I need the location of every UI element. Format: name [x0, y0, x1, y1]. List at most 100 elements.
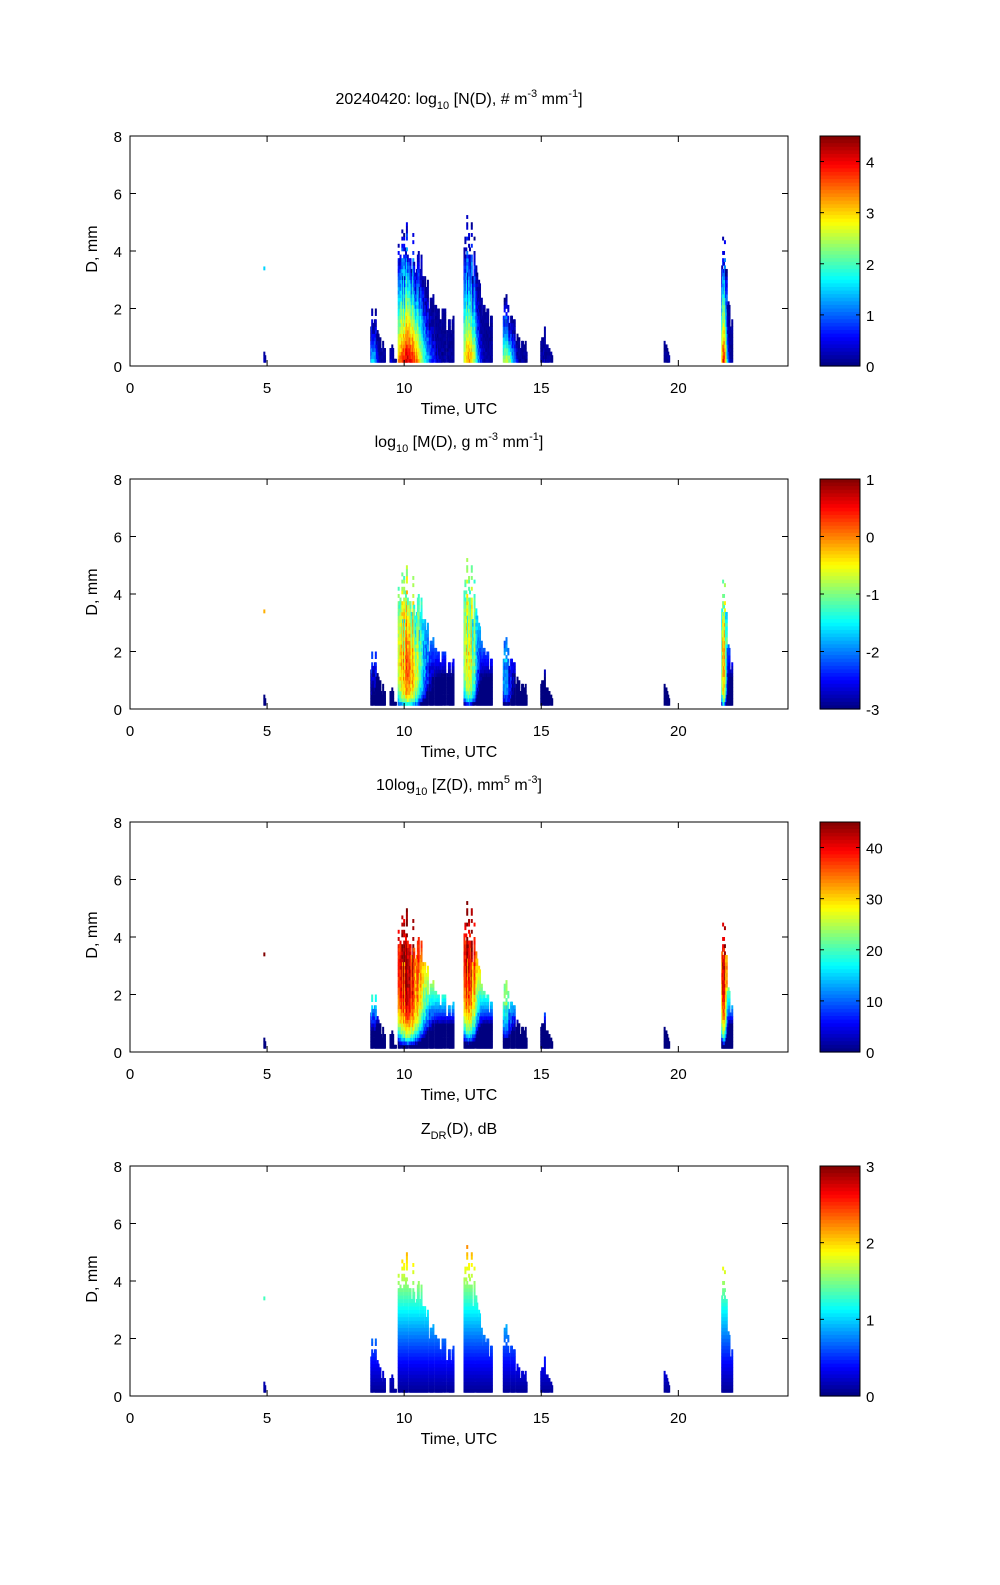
heatmap-cell [406, 301, 409, 306]
heatmap-cell [412, 233, 415, 237]
heatmap-cell [722, 579, 725, 584]
heatmap-cell [430, 644, 433, 649]
heatmap-cell [426, 676, 429, 681]
heatmap-cell [422, 626, 425, 631]
heatmap-cell [470, 608, 473, 613]
x-axis-label: Time, UTC [420, 744, 498, 761]
heatmap-cell [473, 633, 476, 638]
heatmap-cell [524, 691, 527, 695]
heatmap-cell [731, 355, 734, 360]
heatmap-cell [406, 265, 409, 270]
heatmap-cell [541, 683, 544, 688]
heatmap-cell [723, 261, 726, 266]
heatmap-cell [372, 330, 375, 334]
heatmap-cell [466, 568, 469, 573]
heatmap-cell [470, 615, 473, 620]
heatmap-cell [417, 283, 420, 288]
heatmap-cell [441, 665, 444, 670]
heatmap-cell [508, 351, 511, 356]
heatmap-cell [473, 308, 476, 313]
heatmap-cell [405, 579, 408, 584]
heatmap-cell [426, 687, 429, 692]
heatmap-cell [543, 337, 546, 342]
heatmap-cell [551, 698, 554, 703]
heatmap-cell [468, 258, 471, 263]
heatmap-cell [473, 687, 476, 692]
heatmap-cell [406, 279, 409, 284]
heatmap-cell [470, 604, 473, 609]
heatmap-cell [463, 590, 466, 595]
heatmap-cell [508, 355, 511, 360]
heatmap-cell [399, 315, 402, 320]
heatmap-cell [264, 698, 267, 703]
heatmap-cell [405, 565, 408, 570]
heatmap-cell [728, 304, 731, 309]
heatmap-cell [374, 326, 377, 331]
heatmap-cell [374, 308, 377, 313]
heatmap-cell [441, 319, 444, 324]
colorbar-segment [820, 175, 860, 180]
heatmap-cell [399, 304, 402, 309]
heatmap-cell [503, 301, 506, 306]
heatmap-cell [382, 340, 385, 345]
heatmap-cell [513, 680, 516, 685]
heatmap-cell [403, 254, 406, 259]
heatmap-cell [394, 701, 397, 706]
heatmap-cell [452, 669, 455, 674]
heatmap-cell [422, 279, 425, 284]
heatmap-cell [503, 297, 506, 302]
heatmap-cell [374, 330, 377, 334]
colorbar-segment [820, 207, 860, 213]
heatmap-cell [518, 340, 521, 345]
heatmap-cell [425, 290, 428, 295]
heatmap-cell [473, 604, 476, 609]
heatmap-cell [425, 633, 428, 638]
heatmap-cell [543, 683, 546, 688]
heatmap-cell [412, 583, 415, 588]
heatmap-cell [446, 691, 449, 695]
heatmap-cell [452, 665, 455, 670]
heatmap-cell [432, 701, 435, 706]
colorbar-segment [820, 326, 860, 331]
heatmap-cell [264, 355, 267, 360]
heatmap-cell [525, 355, 528, 360]
heatmap-cell [721, 608, 724, 613]
heatmap-cell [722, 258, 725, 263]
heatmap-cell [426, 294, 429, 299]
heatmap-cell [487, 651, 490, 656]
heatmap-cell [490, 691, 493, 695]
heatmap-cell [470, 258, 473, 263]
heatmap-cell [505, 644, 508, 649]
heatmap-cell [508, 337, 511, 342]
heatmap-cell [541, 701, 544, 706]
heatmap-cell [725, 294, 728, 299]
heatmap-cell [513, 351, 516, 356]
heatmap-cell [473, 258, 476, 263]
heatmap-cell [490, 340, 493, 345]
heatmap-cell [412, 594, 415, 598]
heatmap-cell [663, 694, 666, 699]
heatmap-cell [508, 333, 511, 338]
heatmap-cell [473, 290, 476, 295]
heatmap-cell [479, 644, 482, 649]
heatmap-cell [475, 611, 478, 616]
heatmap-cell [406, 615, 409, 620]
heatmap-cell [417, 268, 420, 273]
heatmap-cell [399, 254, 402, 259]
heatmap-cell [723, 594, 726, 598]
heatmap-cell [420, 258, 423, 263]
heatmap-cell [372, 694, 375, 699]
heatmap-cell [543, 340, 546, 345]
heatmap-cell [446, 701, 449, 706]
y-tick-label: 8 [114, 129, 122, 146]
heatmap-cell [484, 658, 487, 663]
heatmap-cell [426, 633, 429, 638]
heatmap-cell [473, 644, 476, 649]
heatmap-cell [399, 626, 402, 631]
heatmap-cell [420, 597, 423, 602]
heatmap-cell [548, 698, 551, 703]
heatmap-cell [404, 254, 407, 259]
heatmap-cell [468, 586, 471, 591]
colorbar-segment [820, 265, 860, 270]
